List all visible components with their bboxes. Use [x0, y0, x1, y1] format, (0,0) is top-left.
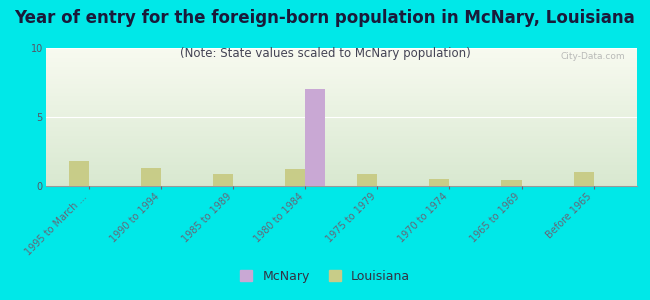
Bar: [46, 160, 637, 162]
Bar: [46, 86, 637, 88]
Bar: [46, 177, 637, 179]
Bar: [46, 81, 637, 82]
Bar: [573, 172, 593, 186]
Bar: [46, 65, 637, 67]
Bar: [46, 133, 637, 134]
Bar: [46, 176, 637, 177]
Bar: [46, 167, 637, 169]
Text: (Note: State values scaled to McNary population): (Note: State values scaled to McNary pop…: [179, 46, 471, 59]
Bar: [46, 106, 637, 108]
Bar: [46, 70, 637, 72]
Bar: [429, 179, 449, 186]
Bar: [46, 172, 637, 174]
Bar: [46, 79, 637, 81]
Bar: [46, 148, 637, 150]
Bar: [46, 184, 637, 186]
Bar: [46, 152, 637, 153]
Bar: [46, 150, 637, 152]
Legend: McNary, Louisiana: McNary, Louisiana: [235, 265, 415, 288]
Bar: [46, 146, 637, 148]
Bar: [46, 84, 637, 86]
Bar: [46, 74, 637, 76]
Bar: [46, 48, 637, 50]
Bar: [46, 108, 637, 110]
Bar: [46, 153, 637, 155]
Bar: [46, 127, 637, 129]
Bar: [46, 181, 637, 182]
Bar: [46, 82, 637, 84]
Bar: [46, 141, 637, 143]
Bar: [46, 179, 637, 181]
Bar: [46, 110, 637, 112]
Bar: [46, 98, 637, 100]
Bar: [46, 58, 637, 60]
Bar: [213, 174, 233, 186]
Bar: [46, 55, 637, 57]
Bar: [46, 174, 637, 176]
Bar: [46, 182, 637, 184]
Bar: [46, 103, 637, 105]
Bar: [46, 62, 637, 64]
Bar: [46, 162, 637, 164]
Bar: [501, 181, 521, 186]
Bar: [46, 105, 637, 106]
Bar: [46, 126, 637, 127]
Bar: [357, 174, 377, 186]
Bar: [46, 131, 637, 133]
Bar: [46, 129, 637, 131]
Bar: [46, 124, 637, 126]
Bar: [46, 69, 637, 70]
Bar: [46, 120, 637, 122]
Bar: [46, 64, 637, 65]
Bar: [46, 169, 637, 170]
Bar: [46, 155, 637, 157]
Bar: [46, 117, 637, 119]
Bar: [46, 158, 637, 160]
Bar: [46, 122, 637, 124]
Bar: [46, 76, 637, 77]
Bar: [46, 164, 637, 165]
Bar: [306, 89, 326, 186]
Bar: [46, 140, 637, 141]
Bar: [46, 77, 637, 79]
Bar: [46, 96, 637, 98]
Bar: [46, 88, 637, 89]
Bar: [46, 53, 637, 55]
Bar: [46, 115, 637, 117]
Bar: [46, 143, 637, 145]
Bar: [46, 94, 637, 96]
Bar: [46, 138, 637, 140]
Bar: [46, 112, 637, 113]
Bar: [46, 57, 637, 58]
Bar: [46, 51, 637, 53]
Bar: [140, 168, 161, 186]
Bar: [46, 170, 637, 172]
Bar: [46, 72, 637, 74]
Text: Year of entry for the foreign-born population in McNary, Louisiana: Year of entry for the foreign-born popul…: [14, 9, 636, 27]
Bar: [46, 101, 637, 103]
Bar: [46, 89, 637, 91]
Bar: [46, 157, 637, 158]
Bar: [46, 93, 637, 94]
Bar: [46, 113, 637, 115]
Text: City-Data.com: City-Data.com: [560, 52, 625, 61]
Bar: [46, 136, 637, 138]
Bar: [46, 119, 637, 120]
Bar: [46, 165, 637, 167]
Bar: [46, 67, 637, 69]
Bar: [46, 60, 637, 62]
Bar: [69, 161, 89, 186]
Bar: [46, 91, 637, 93]
Bar: [46, 50, 637, 51]
Bar: [46, 145, 637, 146]
Bar: [46, 134, 637, 136]
Bar: [285, 169, 306, 186]
Bar: [46, 100, 637, 101]
